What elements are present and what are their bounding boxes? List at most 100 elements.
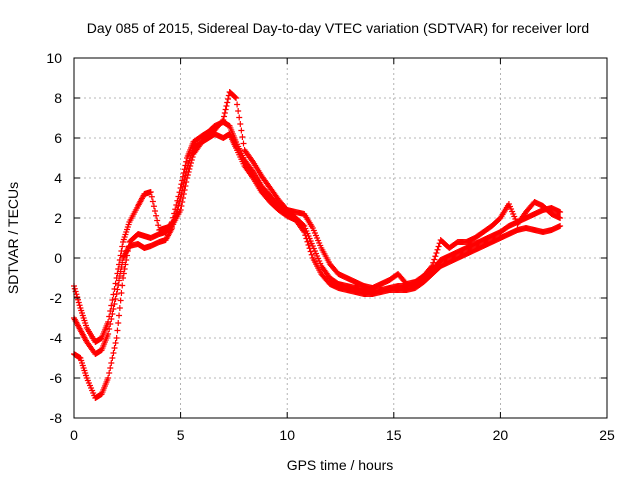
data-point xyxy=(109,355,116,361)
data-point xyxy=(189,154,196,160)
series-trace-1 xyxy=(71,131,564,357)
y-axis-label: SDTVAR / TECUs xyxy=(5,182,21,294)
data-point xyxy=(120,275,127,281)
data-point xyxy=(106,313,113,320)
data-point xyxy=(429,263,436,269)
series-trace-3 xyxy=(71,89,564,345)
y-tick-label: 0 xyxy=(54,250,62,266)
x-tick-label: 5 xyxy=(177,427,185,443)
data-point xyxy=(112,280,119,287)
data-point xyxy=(179,173,186,180)
data-point xyxy=(224,99,231,106)
data-point xyxy=(174,197,181,204)
data-point xyxy=(234,101,241,108)
data-point xyxy=(434,246,441,253)
data-point xyxy=(107,308,114,314)
data-point xyxy=(188,157,195,163)
data-point xyxy=(112,296,119,302)
data-point xyxy=(187,160,194,166)
y-tick-label: 2 xyxy=(54,210,62,226)
data-point xyxy=(183,179,190,185)
y-tick-label: -8 xyxy=(50,410,63,426)
x-tick-label: 15 xyxy=(386,427,402,443)
x-tick-label: 0 xyxy=(70,427,78,443)
data-point xyxy=(223,103,230,109)
data-point xyxy=(300,222,307,228)
data-point xyxy=(304,238,311,245)
data-point xyxy=(428,264,435,271)
data-point xyxy=(178,203,185,209)
x-tick-label: 25 xyxy=(599,427,615,443)
grid xyxy=(74,58,607,418)
data-point xyxy=(557,223,564,229)
data-point xyxy=(112,340,119,346)
data-point xyxy=(123,257,130,263)
data-point xyxy=(118,248,125,254)
data-point xyxy=(232,94,239,101)
y-tick-label: 8 xyxy=(54,90,62,106)
data-point xyxy=(148,193,155,200)
data-point xyxy=(111,286,118,292)
series-group xyxy=(71,89,564,401)
data-point xyxy=(120,270,127,277)
data-point xyxy=(113,275,120,281)
data-point xyxy=(180,191,187,197)
data-point xyxy=(117,252,124,259)
data-point xyxy=(119,282,126,289)
data-point xyxy=(181,187,188,193)
data-point xyxy=(124,248,131,254)
ticks: 0 5 10 15 20 25 -8 -6 -4 -2 0 2 4 6 8 10 xyxy=(46,50,615,443)
data-point xyxy=(305,242,312,248)
data-point xyxy=(150,203,157,210)
data-point xyxy=(152,208,159,214)
data-point xyxy=(185,169,192,175)
data-point xyxy=(116,312,123,319)
data-point xyxy=(149,198,156,205)
data-point xyxy=(147,189,154,195)
y-tick-label: -6 xyxy=(50,370,63,386)
data-point xyxy=(75,299,82,306)
data-point xyxy=(107,365,114,371)
data-point xyxy=(173,202,180,208)
data-point xyxy=(235,108,242,114)
data-point xyxy=(113,335,120,341)
data-point xyxy=(183,175,190,181)
y-tick-label: 10 xyxy=(46,50,62,66)
data-point xyxy=(220,117,227,123)
data-point xyxy=(110,291,117,298)
series-trace-2 xyxy=(71,119,564,401)
data-point xyxy=(117,297,124,304)
data-point xyxy=(108,360,115,366)
data-point xyxy=(187,163,194,169)
data-point xyxy=(74,294,81,300)
data-point xyxy=(106,326,113,332)
data-point xyxy=(114,270,121,277)
data-point xyxy=(435,243,442,250)
data-point xyxy=(172,206,179,213)
data-point xyxy=(125,243,132,250)
data-point xyxy=(115,266,122,272)
data-point xyxy=(180,170,187,176)
data-point xyxy=(557,215,564,221)
data-point xyxy=(432,253,439,260)
data-point xyxy=(153,212,160,219)
data-point xyxy=(71,285,78,292)
data-point xyxy=(239,134,246,140)
data-point xyxy=(116,257,123,263)
data-point xyxy=(116,305,123,311)
data-point xyxy=(110,306,117,312)
data-point xyxy=(240,140,247,147)
data-point xyxy=(111,301,118,307)
data-point xyxy=(72,288,79,295)
data-point xyxy=(308,251,315,258)
data-point xyxy=(222,106,229,113)
data-point xyxy=(118,290,125,296)
data-point xyxy=(233,95,240,101)
chart-title: Day 085 of 2015, Sidereal Day-to-day VTE… xyxy=(87,20,589,36)
data-point xyxy=(121,266,128,272)
data-point xyxy=(108,302,115,309)
y-tick-label: 6 xyxy=(54,130,62,146)
y-tick-label: -4 xyxy=(50,330,63,346)
data-point xyxy=(179,199,186,205)
data-point xyxy=(175,193,182,200)
